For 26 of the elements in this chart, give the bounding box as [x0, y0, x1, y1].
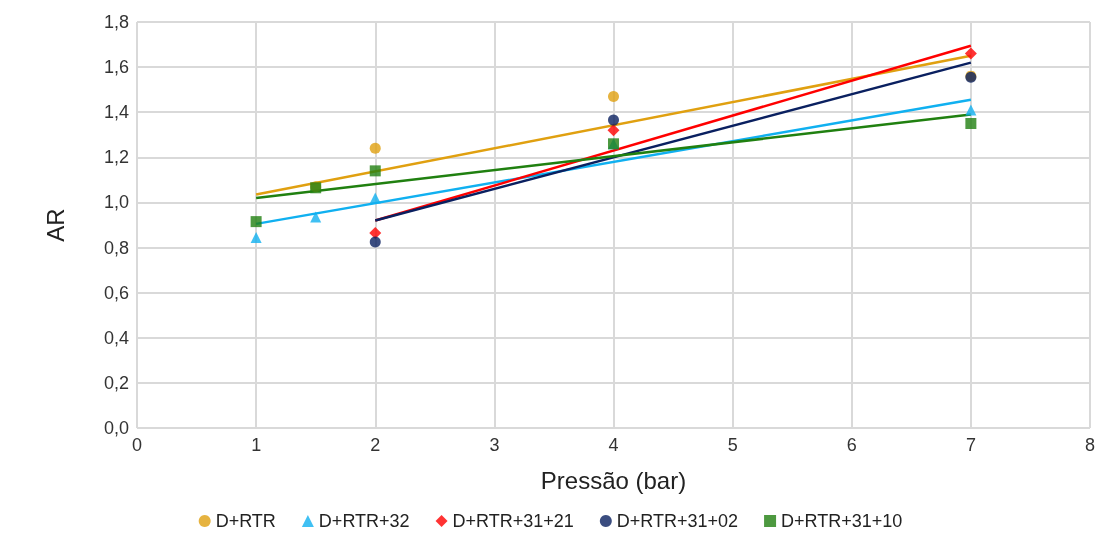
y-tick-label: 0,4	[103, 327, 129, 348]
x-tick-label: 3	[489, 435, 500, 455]
legend-label: D+RTR+31+02	[616, 511, 739, 531]
x-tick-label: 8	[1084, 435, 1096, 455]
y-axis-title: AR	[41, 208, 69, 242]
legend-label: D+RTR+32	[318, 511, 410, 531]
y-tick-label: 1,8	[103, 12, 129, 32]
y-tick-label: 0,0	[103, 418, 129, 438]
legend-label: D+RTR	[215, 511, 276, 531]
x-tick-label: 6	[846, 435, 857, 455]
x-tick-label: 7	[965, 435, 976, 455]
x-tick-label: 4	[608, 435, 619, 455]
x-tick-label: 1	[251, 435, 262, 455]
x-tick-label: 5	[727, 435, 738, 455]
x-tick-label: 0	[131, 435, 143, 455]
y-tick-label: 1,4	[103, 102, 129, 123]
y-tick-label: 0,6	[103, 282, 129, 303]
x-tick-label: 2	[370, 435, 381, 455]
legend-label: D+RTR+31+21	[452, 511, 574, 531]
y-tick-label: 0,2	[103, 372, 129, 393]
x-axis-title: Pressão (bar)	[540, 466, 687, 494]
y-tick-label: 1,0	[103, 192, 129, 213]
y-tick-label: 1,2	[103, 147, 129, 168]
y-tick-label: 1,6	[103, 57, 129, 78]
legend-label: D+RTR+31+10	[781, 511, 903, 531]
y-tick-label: 0,8	[103, 237, 129, 258]
